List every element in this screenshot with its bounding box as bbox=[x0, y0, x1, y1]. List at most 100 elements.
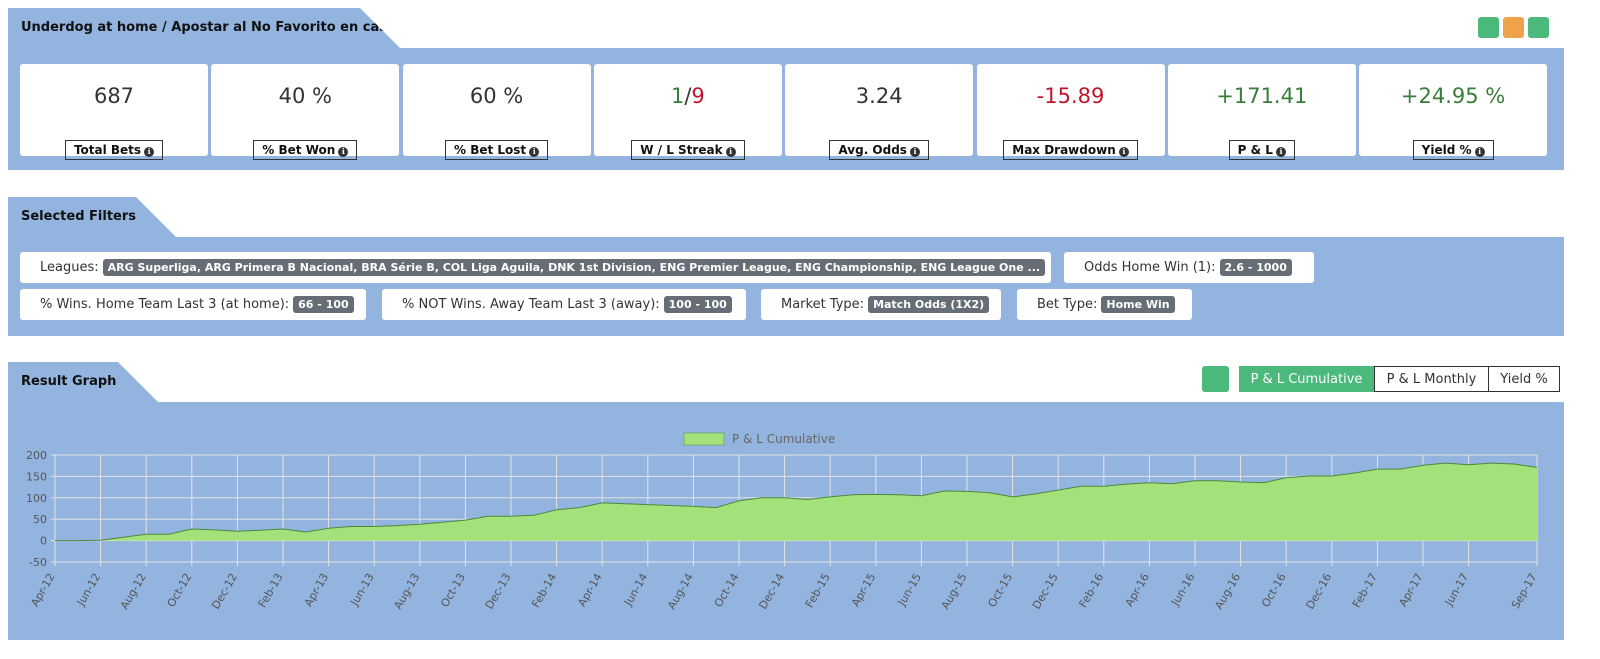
stat-card: 687 Total Bets ℹ bbox=[20, 64, 208, 160]
y-tick-label: 100 bbox=[26, 492, 47, 505]
filter-chip: % NOT Wins. Away Team Last 3 (away): 100 … bbox=[382, 289, 746, 320]
graph-tab[interactable]: P & L Monthly bbox=[1374, 366, 1489, 392]
stat-value: 1/9 bbox=[594, 84, 782, 110]
stat-label-text: W / L Streak bbox=[640, 143, 723, 157]
stat-value-part: +171.41 bbox=[1216, 84, 1308, 108]
info-icon: ℹ bbox=[529, 147, 540, 157]
stat-label: % Bet Won ℹ bbox=[253, 140, 358, 160]
stat-value: +171.41 bbox=[1168, 84, 1356, 110]
y-tick-label: 0 bbox=[40, 535, 47, 548]
filter-chip: Market Type: Match Odds (1X2) bbox=[761, 289, 1001, 320]
filters-title: Selected Filters bbox=[8, 197, 176, 237]
stat-value: -15.89 bbox=[977, 84, 1165, 110]
mail-icon[interactable] bbox=[1528, 17, 1549, 38]
stat-value-part: 1 bbox=[670, 84, 685, 108]
y-tick-label: 200 bbox=[26, 449, 47, 462]
filter-label: Odds Home Win (1): bbox=[1084, 260, 1216, 275]
x-tick-label: Feb-15 bbox=[803, 571, 833, 610]
x-tick-label: Apr-12 bbox=[28, 571, 57, 609]
stat-value: 60 % bbox=[403, 84, 591, 110]
line bbox=[55, 462, 1538, 542]
filter-chip: % Wins. Home Team Last 3 (at home): 66 - … bbox=[20, 289, 366, 320]
stat-card: 60 % % Bet Lost ℹ bbox=[402, 64, 591, 160]
x-tick-label: Sep-17 bbox=[1509, 571, 1540, 611]
filter-label: Market Type: bbox=[781, 297, 865, 312]
x-tick-label: Feb-17 bbox=[1350, 571, 1380, 610]
x-tick-label: Oct-13 bbox=[438, 571, 468, 610]
stat-label: % Bet Lost ℹ bbox=[445, 140, 549, 160]
stat-label: Total Bets ℹ bbox=[64, 140, 164, 160]
x-tick-label: Apr-14 bbox=[575, 571, 604, 609]
graph-tab[interactable]: P & L Cumulative bbox=[1239, 366, 1374, 392]
stat-value-part: 9 bbox=[691, 84, 705, 108]
stat-value-part: / bbox=[684, 84, 692, 108]
filter-value: ARG Superliga, ARG Primera B Nacional, B… bbox=[102, 259, 1046, 276]
stat-card: 40 % % Bet Won ℹ bbox=[211, 64, 400, 160]
x-tick-label: Apr-17 bbox=[1396, 571, 1425, 609]
x-tick-label: Dec-13 bbox=[483, 571, 514, 612]
header-title: Underdog at home / Apostar al No Favorit… bbox=[8, 8, 400, 48]
stat-label-text: Max Drawdown bbox=[1012, 143, 1116, 157]
stat-label-text: Total Bets bbox=[73, 143, 142, 157]
stat-label-text: % Bet Lost bbox=[454, 143, 527, 157]
stat-label: Avg. Odds ℹ bbox=[829, 140, 929, 160]
x-tick-label: Jun-17 bbox=[1442, 571, 1471, 609]
x-tick-label: Oct-14 bbox=[712, 571, 742, 610]
x-tick-label: Oct-12 bbox=[165, 571, 195, 610]
info-icon: ℹ bbox=[1275, 147, 1286, 157]
stat-label-text: P & L bbox=[1237, 143, 1273, 157]
stat-card: -15.89 Max Drawdown ℹ bbox=[976, 64, 1165, 160]
graph-tab[interactable]: Yield % bbox=[1488, 366, 1560, 392]
stat-value-part: +24.95 % bbox=[1400, 84, 1506, 108]
filter-value: Match Odds (1X2) bbox=[868, 296, 990, 313]
x-tick-label: Aug-14 bbox=[665, 571, 696, 612]
x-tick-label: Oct-16 bbox=[1259, 571, 1289, 610]
filter-value: 2.6 - 1000 bbox=[1219, 259, 1292, 276]
x-tick-label: Dec-14 bbox=[756, 571, 787, 612]
x-tick-label: Feb-14 bbox=[529, 571, 559, 610]
x-tick-label: Aug-13 bbox=[391, 571, 422, 612]
x-tick-label: Apr-15 bbox=[849, 571, 878, 609]
y-tick-label: -50 bbox=[29, 556, 47, 569]
stat-card: 1/9 W / L Streak ℹ bbox=[593, 64, 782, 160]
x-tick-label: Jun-16 bbox=[1168, 571, 1197, 609]
y-tick-label: 50 bbox=[33, 513, 47, 526]
download-icon[interactable] bbox=[1478, 17, 1499, 38]
info-icon: ℹ bbox=[1118, 147, 1129, 157]
x-tick-label: Dec-16 bbox=[1304, 571, 1335, 612]
filter-label: Leagues: bbox=[40, 260, 99, 275]
share-icon[interactable] bbox=[1503, 17, 1524, 38]
x-tick-label: Aug-12 bbox=[118, 571, 149, 612]
info-icon: ℹ bbox=[338, 147, 349, 157]
stat-label-text: % Bet Won bbox=[262, 143, 336, 157]
stat-value-part: 3.24 bbox=[855, 84, 903, 108]
filter-label: % NOT Wins. Away Team Last 3 (away): bbox=[402, 297, 660, 312]
x-tick-label: Dec-15 bbox=[1030, 571, 1061, 612]
filter-value: Home Win bbox=[1101, 296, 1175, 313]
stat-value-part: -15.89 bbox=[1036, 84, 1105, 108]
stat-card: 3.24 Avg. Odds ℹ bbox=[785, 64, 974, 160]
stat-label: Max Drawdown ℹ bbox=[1003, 140, 1138, 160]
x-tick-label: Jun-14 bbox=[621, 571, 650, 609]
y-tick-label: 150 bbox=[26, 470, 47, 483]
x-tick-label: Oct-15 bbox=[985, 571, 1015, 610]
graph-download[interactable] bbox=[1202, 366, 1229, 392]
x-tick-label: Aug-15 bbox=[939, 571, 970, 612]
stat-value: 3.24 bbox=[785, 84, 973, 110]
filter-label: % Wins. Home Team Last 3 (at home): bbox=[40, 297, 290, 312]
filter-chip: Leagues: ARG Superliga, ARG Primera B Nac… bbox=[20, 252, 1051, 283]
chart: -50 0 50 100 150 200 Apr-12 Jun-12 Aug-12 Oct-12 D… bbox=[26, 432, 1540, 612]
stat-value-part: 687 bbox=[93, 84, 135, 108]
filter-chip: Bet Type: Home Win bbox=[1017, 289, 1192, 320]
stat-card: +24.95 % Yield % ℹ bbox=[1359, 64, 1548, 160]
x-tick-label: Apr-13 bbox=[302, 571, 331, 609]
info-icon: ℹ bbox=[1474, 147, 1485, 157]
legend-label: P & L Cumulative bbox=[732, 432, 835, 446]
x-tick-label: Feb-16 bbox=[1076, 571, 1106, 610]
filter-chip: Odds Home Win (1): 2.6 - 1000 bbox=[1064, 252, 1314, 283]
x-tick-label: Dec-12 bbox=[209, 571, 240, 612]
filter-label: Bet Type: bbox=[1037, 297, 1098, 312]
